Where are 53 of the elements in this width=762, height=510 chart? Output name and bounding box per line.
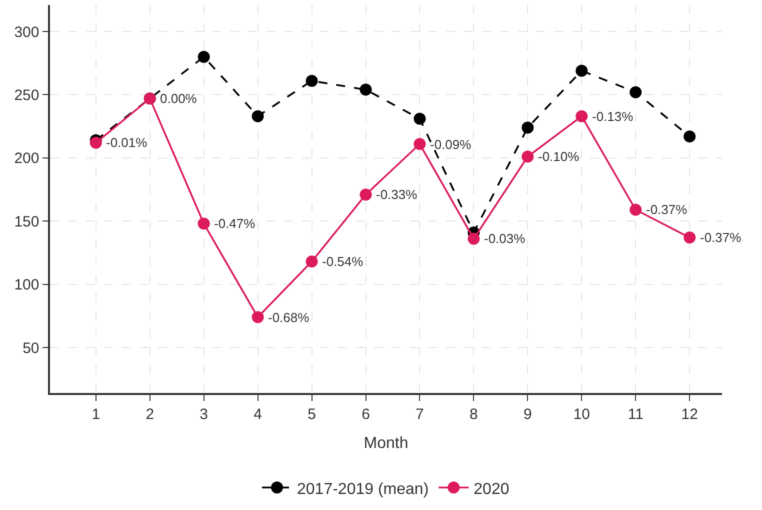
point (414, 112, 426, 125)
point (198, 50, 210, 63)
y-tick-label: 150 (14, 213, 40, 230)
x-tick-label: 1 (92, 406, 100, 423)
annotation: -0.47% (214, 216, 256, 231)
x-axis-title: Month (364, 434, 408, 452)
point (630, 86, 642, 98)
annotation: 0.00% (160, 91, 198, 106)
point (90, 136, 102, 149)
y-tick-label: 200 (14, 150, 40, 168)
annotation: -0.37% (646, 202, 688, 217)
point (306, 74, 318, 87)
annotation: -0.01% (106, 135, 148, 150)
point (306, 256, 318, 268)
x-tick-label: 4 (254, 406, 262, 423)
point (576, 110, 588, 122)
y-tick-label: 250 (14, 86, 40, 104)
annotation: -0.03% (484, 231, 526, 246)
x-tick-label: 6 (362, 406, 370, 423)
point (468, 232, 480, 245)
point (576, 64, 588, 77)
annotation: -0.68% (268, 310, 310, 325)
point (522, 150, 534, 163)
annotation: -0.37% (700, 230, 742, 245)
x-tick-label: 8 (470, 406, 478, 423)
legend-label: 2020 (474, 480, 510, 498)
point (198, 218, 210, 230)
point (360, 188, 372, 201)
point (360, 84, 372, 96)
point (252, 110, 264, 122)
x-tick-label: 12 (681, 406, 698, 423)
x-tick-label: 5 (308, 406, 316, 423)
point (684, 232, 696, 244)
point (522, 122, 534, 134)
x-tick-label: 2 (146, 406, 154, 423)
point (414, 138, 426, 150)
y-tick-label: 50 (22, 340, 40, 357)
x-tick-label: 7 (416, 406, 424, 423)
annotation: -0.10% (538, 149, 580, 164)
y-tick-label: 300 (14, 24, 40, 41)
x-tick-label: 10 (573, 406, 590, 423)
x-tick-label: 9 (524, 406, 532, 423)
point (630, 204, 642, 216)
point (684, 130, 696, 142)
point (252, 311, 264, 324)
legend-label: 2017-2019 (mean) (297, 480, 429, 498)
annotation: -0.13% (592, 109, 634, 124)
x-tick-label: 11 (628, 406, 644, 423)
annotation: -0.09% (430, 137, 472, 152)
annotation: -0.54% (322, 254, 364, 269)
y-tick-label: 100 (14, 276, 40, 294)
x-tick-label: 3 (200, 406, 208, 423)
annotation: -0.33% (376, 187, 418, 202)
